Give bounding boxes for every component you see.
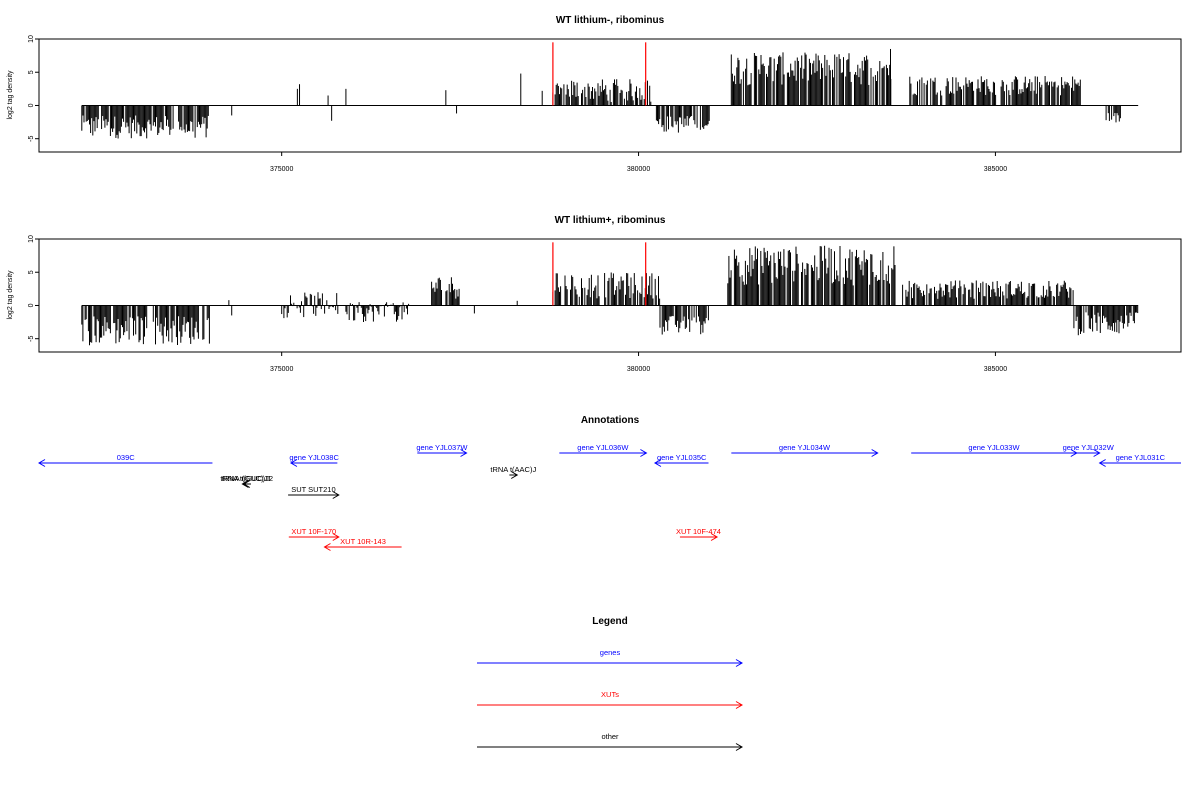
annotation-arrow-trna-t-guc-j2 [242, 480, 251, 488]
legend-label: other [601, 732, 619, 741]
chart-title: WT lithium-, ribominus [556, 15, 665, 26]
y-tick-label: -5 [28, 135, 35, 141]
legend-label: XUTs [601, 690, 619, 699]
annotation-label: gene YJL036W [577, 443, 629, 452]
x-axis: 375000 380000 385000 [270, 352, 1007, 373]
legend-label: genes [600, 648, 621, 657]
annotation-arrow-gene-yjl036w [559, 449, 648, 457]
annotation-label: gene YJL032W [1063, 443, 1115, 452]
y-axis: 10 5 0 -5 [28, 235, 39, 342]
annotation-arrow-039c [38, 459, 213, 467]
annotation-label: gene YJL035C [657, 453, 707, 462]
annotation-label: gene YJL037W [416, 443, 468, 452]
annotation-label: tRNA t(GUC)J2 [222, 474, 273, 483]
annotation-label: XUT 10F-474 [676, 527, 721, 536]
legend: Legend genes XUTs other [477, 616, 743, 751]
y-axis-label: log2 tag density [7, 270, 14, 320]
annotation-arrow-gene-yjl032w [1076, 449, 1101, 457]
legend-title: Legend [592, 616, 628, 627]
annotations-track: Annotations 039C gene YJL038C gene YJL037W… [38, 415, 1181, 551]
y-tick-label: 10 [28, 35, 35, 43]
y-tick-label: 10 [28, 235, 35, 243]
annotation-label: tRNA t(AAC)J [490, 465, 536, 474]
y-tick-label: 5 [28, 70, 35, 74]
annotation-arrow-gene-yjl037w [417, 449, 468, 457]
x-tick-label: 385000 [984, 366, 1007, 373]
annotation-label: tRNA t(GUC)J1 [220, 474, 271, 483]
annotation-arrow-xut-10f-474 [679, 533, 719, 541]
annotation-arrow-gene-yjl031c [1098, 459, 1181, 467]
annotation-label: gene YJL038C [289, 453, 339, 462]
x-tick-label: 375000 [270, 366, 293, 373]
y-tick-label: 5 [28, 270, 35, 274]
x-tick-label: 380000 [627, 166, 650, 173]
y-axis: 10 5 0 -5 [28, 35, 39, 142]
annotation-arrow-gene-yjl035c [653, 459, 709, 467]
annotation-arrow-xut-10r-143 [323, 543, 402, 551]
annotation-label: 039C [117, 453, 136, 462]
x-tick-label: 375000 [270, 166, 293, 173]
y-tick-label: 0 [28, 103, 35, 107]
annotations-title: Annotations [581, 415, 640, 426]
plot-frame [38, 238, 1182, 353]
legend-arrow-genes [477, 659, 743, 667]
x-tick-label: 380000 [627, 366, 650, 373]
x-axis: 375000 380000 385000 [270, 152, 1007, 173]
track-lithium-minus: WT lithium-, ribominus log2 tag density … [7, 15, 1182, 173]
marker-lines [552, 242, 647, 306]
legend-arrow-other [477, 743, 743, 751]
annotation-label: gene YJL031C [1116, 453, 1166, 462]
y-tick-label: -5 [28, 335, 35, 341]
marker-lines [552, 42, 647, 106]
chart-title: WT lithium+, ribominus [555, 215, 666, 226]
plot-frame [38, 38, 1182, 153]
annotation-arrow-trna-t-aac-j [509, 471, 519, 479]
signal-bars [81, 245, 1139, 346]
annotation-arrow-sut-sut210 [288, 491, 340, 499]
y-axis-label: log2 tag density [7, 70, 14, 120]
signal-bars [81, 48, 1139, 139]
annotation-label: XUT 10R-143 [340, 537, 386, 546]
annotation-label: gene YJL033W [968, 443, 1020, 452]
legend-arrow-xuts [477, 701, 743, 709]
track-lithium-plus: WT lithium+, ribominus log2 tag density … [7, 215, 1182, 373]
annotation-arrow-xut-10f-170 [288, 533, 340, 541]
y-tick-label: 0 [28, 303, 35, 307]
annotation-arrow-gene-yjl038c [289, 459, 338, 467]
annotation-label: gene YJL034W [779, 443, 831, 452]
annotation-label: XUT 10F-170 [291, 527, 336, 536]
x-tick-label: 385000 [984, 166, 1007, 173]
annotation-label: SUT SUT210 [291, 485, 335, 494]
annotation-arrow-gene-yjl034w [731, 449, 879, 457]
